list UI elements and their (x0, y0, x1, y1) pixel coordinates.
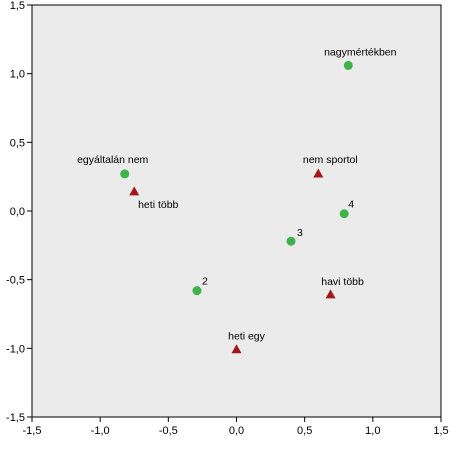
y-tick-label: 0,0 (10, 206, 25, 218)
y-tick-label: 0,5 (10, 137, 25, 149)
data-marks (120, 60, 353, 354)
point-label: havi több (321, 276, 364, 288)
point-label: 2 (202, 276, 208, 288)
x-tick-label: -1,0 (91, 425, 110, 437)
circle-point-marker (192, 286, 202, 296)
triangle-point-marker (231, 344, 242, 354)
y-axis: -1,5 -1,0 -0,5 0,0 0,5 1,0 1,5 (6, 0, 32, 424)
circle-point-marker (339, 209, 349, 219)
y-tick-label: 1,5 (10, 0, 25, 12)
point-label: nem sportol (303, 154, 358, 166)
point-label: heti több (138, 199, 178, 211)
triangle-point-marker (325, 289, 336, 299)
point-label: 4 (348, 199, 354, 211)
plot-area (31, 4, 442, 418)
x-tick-label: -0,5 (159, 425, 178, 437)
x-tick-label: 0,0 (229, 425, 244, 437)
x-axis: -1,5 -1,0 -0,5 0,0 0,5 1,0 1,5 (23, 417, 449, 437)
circle-point-marker (286, 236, 296, 246)
y-tick-label: 1,0 (10, 69, 25, 81)
x-tick-label: -1,5 (23, 425, 42, 437)
x-tick-label: 1,5 (433, 425, 448, 437)
x-tick-label: 0,5 (297, 425, 312, 437)
circle-point-marker (120, 169, 130, 179)
point-label: 3 (297, 227, 303, 239)
point-label: egyáltalán nem (77, 154, 148, 166)
circle-point-marker (343, 60, 353, 70)
y-tick-label: -1,0 (6, 343, 25, 355)
triangle-point-marker (313, 168, 324, 178)
triangle-point-marker (129, 186, 140, 196)
point-labels: nagymértékben egyáltalán nem 4 3 2 nem sporto… (77, 46, 397, 342)
x-tick-label: 1,0 (365, 425, 380, 437)
y-tick-label: -1,5 (6, 412, 25, 424)
point-label: heti egy (228, 331, 266, 343)
point-label: nagymértékben (324, 46, 397, 58)
y-tick-label: -0,5 (6, 275, 25, 287)
